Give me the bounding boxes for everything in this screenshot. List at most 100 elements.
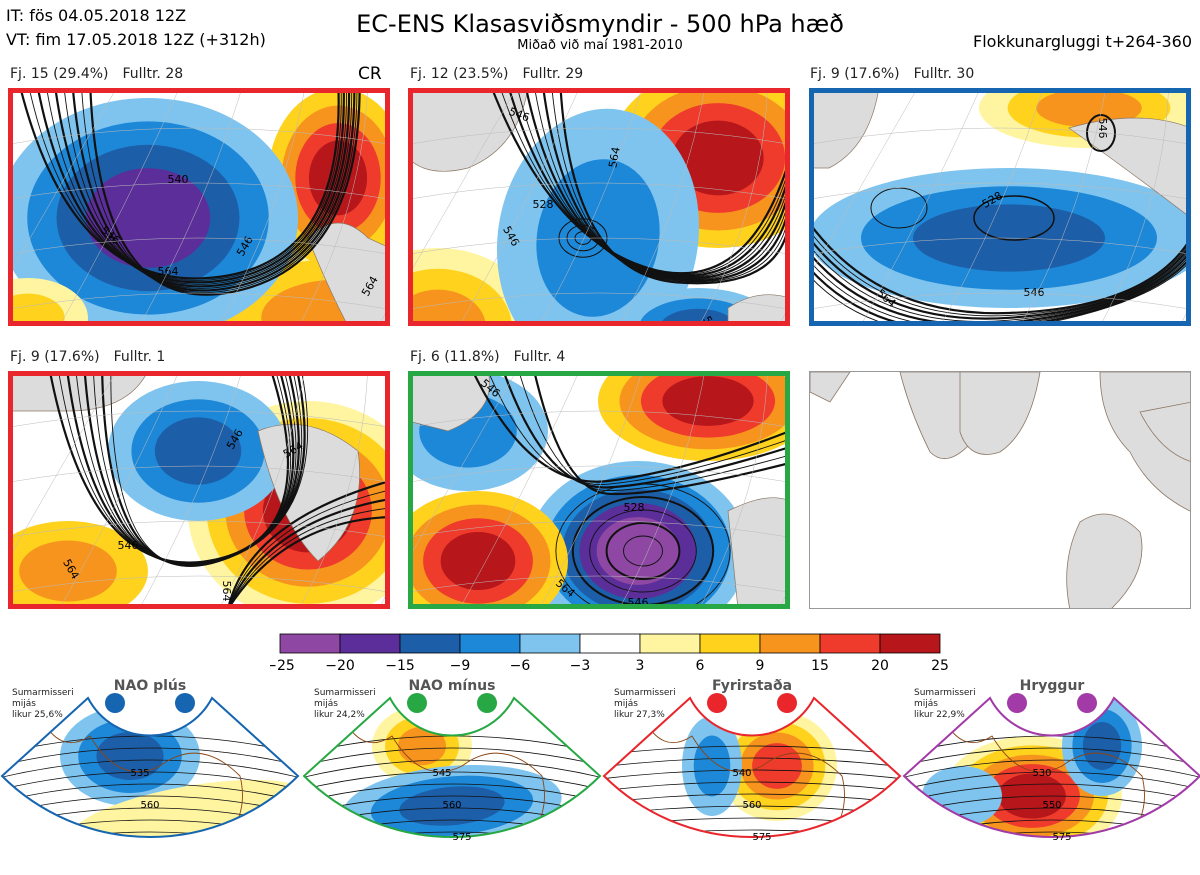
graticule — [408, 371, 517, 561]
land-mass — [727, 497, 790, 609]
regime-4-name: Hryggur — [1019, 678, 1085, 694]
regime-ridge: 530 550 575 Hryggur Sumarmisseri mijás likur… — [902, 676, 1200, 871]
colorbar-swatch — [639, 633, 701, 654]
height-contour — [487, 371, 790, 485]
height-contour — [471, 371, 790, 483]
regime-4-info: Sumarmisseri mijás likur 22,9% — [914, 688, 976, 721]
valid-time: VT: fim 17.05.2018 12Z (+312h) — [6, 30, 266, 49]
graticule — [698, 88, 768, 326]
regime-contour — [2, 759, 298, 781]
graticule — [408, 410, 790, 428]
regime-fan-border — [302, 696, 602, 839]
regime-marker — [777, 693, 797, 713]
height-contour — [28, 88, 342, 281]
regime-2-season: Sumarmisseri — [314, 688, 376, 698]
panel-4-fj: Fj. 9 (17.6%) — [10, 349, 100, 365]
chart-title: EC-ENS Klasasviðsmyndir - 500 hPa hæð — [356, 10, 844, 38]
graticule — [459, 88, 580, 326]
regime-3-season: Sumarmisseri — [614, 688, 676, 698]
regime-contour — [0, 844, 300, 864]
graticule — [8, 127, 390, 145]
regime-contour — [304, 771, 600, 793]
colorbar-swatch — [279, 633, 341, 654]
land-map-svg — [810, 372, 1190, 608]
panel-2-fj: Fj. 12 (23.5%) — [410, 66, 509, 82]
coastline — [641, 715, 845, 838]
anomaly-shade — [693, 735, 731, 797]
colorbar-swatch — [579, 633, 641, 654]
regime-contour — [304, 831, 600, 838]
regime-2-prob: likur 24,2% — [314, 710, 365, 720]
regime-2-mean: mijás — [314, 699, 338, 709]
regime-3-prob: likur 27,3% — [614, 710, 665, 720]
graticule — [8, 371, 117, 561]
height-contour — [227, 515, 390, 609]
regime-1-info: Sumarmisseri mijás likur 25,6% — [12, 688, 74, 721]
colorbar-tick: −6 — [510, 658, 531, 674]
regime-contour — [2, 783, 298, 805]
graticule — [8, 410, 390, 428]
colorbar-tick: 6 — [696, 658, 705, 674]
regime-marker — [1077, 693, 1097, 713]
cluster-map-5: 546 528 564 546 — [408, 371, 790, 609]
graticule — [939, 88, 1044, 326]
panel-2-fulltr: Fulltr. 29 — [522, 66, 584, 82]
panel-3-fj: Fj. 9 (17.6%) — [810, 66, 900, 82]
cluster-map-4: 546 564 546 564 564 — [8, 371, 390, 609]
height-contour — [36, 88, 345, 284]
land-mass — [408, 88, 529, 172]
land-mass — [1066, 513, 1143, 608]
regime-contour-label: 575 — [1052, 832, 1071, 843]
contour-label: 546 — [1024, 286, 1045, 299]
height-contour — [110, 371, 309, 567]
height-contour — [809, 260, 1191, 326]
colorbar-tick: −3 — [570, 658, 591, 674]
regime-contour — [904, 783, 1200, 805]
graticule — [809, 127, 1191, 145]
graticule — [408, 520, 790, 538]
anomaly-shade — [1036, 88, 1142, 128]
graticule — [8, 237, 390, 255]
graticule — [860, 88, 981, 326]
height-contour — [524, 88, 790, 280]
regime-4-season: Sumarmisseri — [914, 688, 976, 698]
anomaly-shade — [672, 120, 764, 196]
graticule — [809, 237, 1191, 255]
regime-3-mean: mijás — [614, 699, 638, 709]
regime-contour-label: 575 — [752, 832, 771, 843]
height-contour — [518, 371, 790, 492]
colorbar-swatch — [519, 633, 581, 654]
land-mass — [810, 372, 851, 403]
regime-contour — [302, 844, 602, 864]
contour-label: 546 — [1096, 118, 1109, 139]
graticule — [408, 88, 517, 278]
graticule — [218, 88, 306, 326]
graticule — [1019, 88, 1107, 326]
graticule — [618, 88, 706, 326]
colorbar-swatch — [399, 633, 461, 654]
regime-marker — [1007, 693, 1027, 713]
height-contour — [809, 235, 1191, 320]
height-contour — [89, 88, 361, 296]
anomaly-shade — [440, 531, 516, 591]
regime-contour — [904, 831, 1200, 838]
panel-5-fj: Fj. 6 (11.8%) — [410, 349, 500, 365]
anomaly-shade — [19, 540, 117, 602]
regime-contour-label: 535 — [130, 768, 149, 779]
colorbar-swatch — [879, 633, 941, 654]
graticule — [138, 371, 243, 609]
regime-marker — [707, 693, 727, 713]
regime-contour-label: 560 — [442, 800, 461, 811]
regime-fan-border — [602, 696, 902, 839]
regime-1-mean: mijás — [12, 699, 36, 709]
regime-contour-label: 545 — [432, 768, 451, 779]
regime-contour — [904, 759, 1200, 781]
anomaly-shade — [8, 293, 65, 326]
colorbar-tick: −20 — [325, 658, 355, 674]
height-contour — [507, 88, 790, 277]
height-contour — [809, 220, 1191, 315]
height-contour — [226, 479, 390, 609]
